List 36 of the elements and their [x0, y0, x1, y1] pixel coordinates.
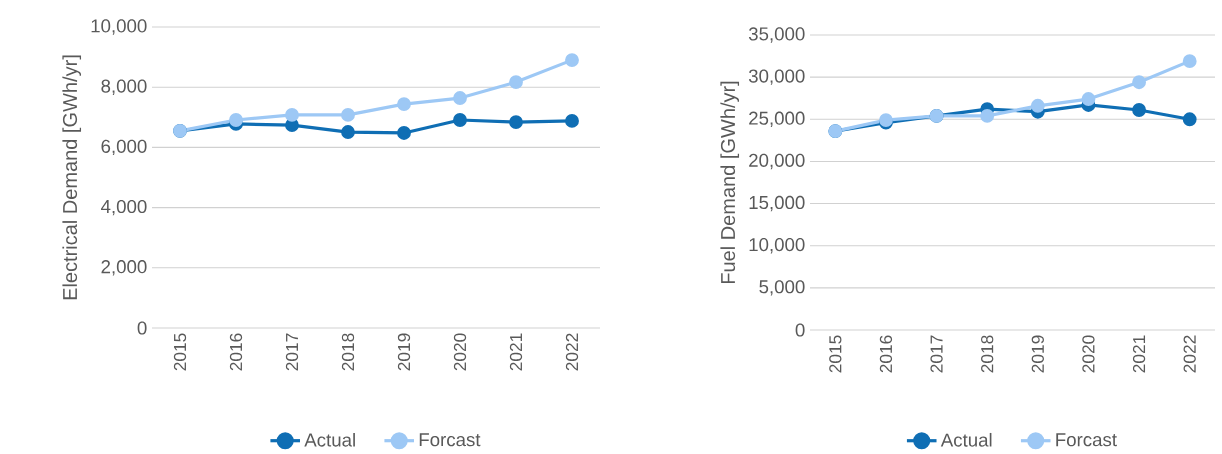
x-tick-label: 2016 [229, 333, 243, 371]
x-tick-label: 2019 [397, 333, 411, 371]
y-tick-label: 25,000 [749, 111, 805, 128]
x-tick-label: 2020 [1082, 335, 1095, 373]
y-tick-label: 4,000 [101, 199, 147, 216]
y-tick-label: 15,000 [749, 195, 805, 212]
y-axis-title: Fuel Demand [GWh/yr] [720, 81, 740, 284]
x-tick-label: 2022 [1183, 335, 1196, 373]
y-tick-label: 10,000 [749, 238, 805, 254]
y-tick-label: 6,000 [101, 139, 147, 156]
y-tick-label: 5,000 [759, 280, 805, 296]
x-tick-label: 2017 [285, 333, 299, 371]
x-tick-label: 2018 [981, 335, 994, 373]
x-tick-label: 2019 [1031, 335, 1044, 373]
y-tick-label: 10,000 [91, 19, 147, 35]
y-axis-title: Electrical Demand [GWh/yr] [62, 55, 82, 300]
legend-label: Forcast [1056, 433, 1117, 447]
y-tick-label: 35,000 [748, 27, 805, 43]
y-tick-label: 0 [795, 323, 805, 337]
legend-label: Actual [940, 433, 992, 447]
x-tick-label: 2018 [341, 333, 355, 371]
y-tick-label: 0 [137, 321, 147, 335]
y-tick-label: 30,000 [748, 69, 805, 85]
x-tick-label: 2021 [1132, 335, 1146, 373]
x-tick-label: 2022 [565, 333, 579, 371]
y-tick-label: 8,000 [101, 79, 147, 95]
x-tick-label: 2021 [509, 333, 523, 371]
y-tick-label: 20,000 [749, 153, 805, 170]
legend-label: Forcast [419, 433, 481, 447]
x-tick-label: 2015 [829, 335, 842, 373]
legend-label: Actual [304, 433, 355, 447]
x-tick-label: 2016 [879, 335, 893, 373]
x-tick-label: 2017 [930, 335, 943, 373]
x-tick-label: 2015 [173, 333, 187, 371]
y-tick-label: 2,000 [101, 260, 147, 276]
x-tick-label: 2020 [453, 333, 467, 371]
